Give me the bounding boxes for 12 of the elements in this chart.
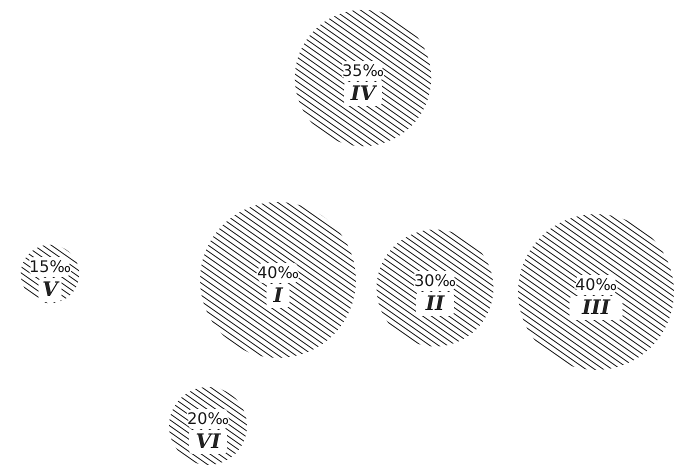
category-label: IV <box>350 81 378 105</box>
data-label: 20‰ <box>187 409 229 428</box>
category-label: I <box>272 283 284 307</box>
data-label: 15‰ <box>29 257 71 276</box>
data-label: 40‰ <box>257 263 299 282</box>
data-label: 40‰ <box>575 275 617 294</box>
data-label: 30‰ <box>414 271 456 290</box>
category-label: III <box>580 295 611 319</box>
category-label: VI <box>196 429 222 453</box>
data-label: 35‰ <box>342 61 384 80</box>
category-label: II <box>424 291 445 315</box>
category-label: V <box>42 277 60 301</box>
